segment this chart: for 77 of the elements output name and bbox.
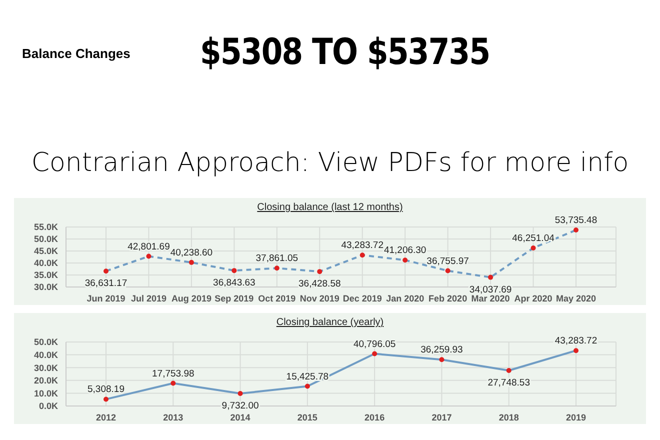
- x-tick-label: Jul 2019: [130, 293, 166, 304]
- point: [506, 368, 512, 373]
- text: 5,308.19: [88, 384, 124, 396]
- x-tick-label: Feb 2020: [428, 293, 468, 304]
- text: 34,037.69: [469, 284, 512, 296]
- text: 27,748.53: [488, 377, 530, 388]
- y-tick-label: 40.0K: [34, 350, 58, 360]
- x-tick-label: May 2020: [556, 293, 596, 304]
- x-tick-label: Mar 2020: [471, 293, 510, 304]
- x-tick-label: Dec 2019: [342, 293, 382, 304]
- text: 36,259.93: [420, 344, 463, 356]
- text: 36,843.63: [213, 278, 256, 289]
- point: [304, 384, 310, 389]
- y-tick-label: 0.0K: [38, 401, 58, 412]
- x-tick-label: 2017: [432, 412, 452, 422]
- chart-title: Closing balance (last 12 months): [256, 202, 404, 213]
- point: [104, 396, 108, 402]
- x-tick-label: 2019: [566, 412, 586, 422]
- y-tick-label: 30.0K: [34, 282, 58, 292]
- point: [488, 274, 494, 280]
- point: [360, 252, 365, 258]
- point: [274, 266, 280, 271]
- text: 46,251.04: [512, 232, 554, 244]
- text: 43,283.72: [341, 240, 384, 252]
- point: [445, 268, 450, 274]
- text: Balance Changes: [22, 46, 130, 61]
- point: [188, 260, 194, 265]
- y-tick-label: 50.0K: [34, 337, 58, 348]
- point: [146, 254, 152, 259]
- text: 37,861.05: [256, 253, 298, 264]
- text: 42,801.69: [128, 241, 170, 252]
- text: 40,796.05: [353, 338, 396, 350]
- text: 41,206.30: [384, 245, 426, 256]
- x-tick-label: Sep 2019: [214, 293, 254, 304]
- text: 40,238.60: [170, 247, 213, 258]
- x-tick-label: 2014: [230, 412, 250, 422]
- text: 43,283.72: [554, 336, 598, 347]
- y-tick-label: 40.0K: [34, 258, 58, 268]
- text: 36,755.97: [426, 256, 469, 267]
- text: $5308 TO $53735: [200, 32, 490, 73]
- x-tick-label: 2013: [163, 412, 184, 422]
- x-tick-label: 2012: [96, 412, 116, 422]
- x-tick-label: 2015: [297, 412, 318, 422]
- x-tick-label: 2016: [364, 412, 385, 422]
- x-tick-label: Nov 2019: [300, 293, 340, 304]
- text: 36,428.58: [298, 278, 341, 290]
- y-tick-label: 45.0K: [34, 246, 58, 256]
- x-tick-label: Apr 2020: [514, 293, 552, 304]
- y-tick-label: 30.0K: [34, 362, 58, 373]
- point: [574, 228, 578, 233]
- point: [530, 246, 536, 250]
- y-tick-label: 35.0K: [34, 270, 58, 280]
- x-tick-label: Oct 2019: [258, 293, 296, 304]
- text: 53,735.48: [554, 215, 598, 226]
- point: [402, 258, 408, 263]
- y-tick-label: 55.0K: [34, 222, 58, 232]
- y-tick-label: 50.0K: [34, 234, 58, 244]
- point: [372, 351, 378, 356]
- text: 36,631.17: [84, 278, 128, 290]
- text: 17,753.98: [152, 368, 194, 380]
- point: [232, 268, 237, 274]
- y-tick-label: 10.0K: [34, 388, 58, 398]
- point: [104, 268, 108, 274]
- text: 9,732.00: [222, 400, 259, 412]
- point: [317, 269, 322, 274]
- chart-title: Closing balance (yearly): [275, 317, 385, 328]
- point: [574, 348, 578, 354]
- text: 15,425.78: [286, 371, 329, 382]
- point: [170, 380, 176, 386]
- x-tick-label: Aug 2019: [171, 293, 212, 304]
- x-tick-label: Jun 2019: [86, 293, 126, 304]
- x-tick-label: 2018: [498, 412, 519, 422]
- y-tick-label: 20.0K: [34, 376, 58, 386]
- text: Contrarian Approach: View PDFs for more info: [30, 148, 630, 178]
- point: [439, 357, 444, 362]
- x-tick-label: Jan 2020: [386, 293, 424, 304]
- point: [238, 391, 243, 396]
